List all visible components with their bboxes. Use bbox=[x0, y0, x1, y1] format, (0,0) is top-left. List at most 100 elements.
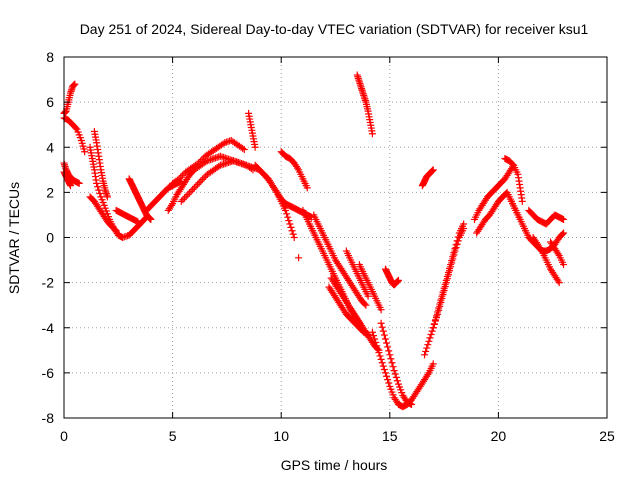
data-point-arc-29 bbox=[421, 351, 429, 359]
data-point-arc-30 bbox=[436, 300, 444, 308]
data-point-arc-12 bbox=[198, 156, 206, 164]
data-point-arc-7 bbox=[111, 226, 119, 234]
data-point-arc-29 bbox=[426, 334, 434, 342]
y-tick-label: 2 bbox=[46, 184, 54, 200]
data-point-arc-12 bbox=[219, 140, 227, 148]
data-point-arc-25 bbox=[377, 355, 385, 363]
data-point-arc-29 bbox=[425, 337, 433, 345]
data-points bbox=[60, 71, 568, 411]
x-tick-label: 15 bbox=[382, 428, 398, 444]
data-point-arc-25 bbox=[373, 342, 381, 350]
data-point-arc-29 bbox=[422, 347, 430, 355]
data-point-arc-27 bbox=[394, 276, 402, 284]
data-point-arc-30 bbox=[441, 280, 449, 288]
data-point-arc-30 bbox=[460, 220, 468, 228]
data-point-arc-30 bbox=[437, 296, 445, 304]
data-point-arc-3 bbox=[75, 179, 83, 187]
data-point-arc-8 bbox=[134, 218, 142, 226]
data-point-arc-26 bbox=[387, 355, 395, 363]
data-point-arc-25 bbox=[375, 349, 383, 357]
data-point-arc-26 bbox=[386, 351, 394, 359]
data-point-arc-30 bbox=[452, 241, 460, 249]
data-point-arc-21 bbox=[364, 331, 372, 339]
data-point-arc-13 bbox=[184, 191, 192, 199]
data-point-arc-25 bbox=[429, 360, 437, 368]
data-point-arc-30 bbox=[438, 292, 446, 300]
data-point-arc-6 bbox=[93, 179, 101, 187]
data-point-arc-13 bbox=[182, 192, 190, 200]
data-point-arc-36 bbox=[555, 279, 563, 287]
data-point-arc-1 bbox=[71, 80, 79, 88]
data-point-arc-6 bbox=[94, 183, 102, 191]
data-point-arc-29 bbox=[427, 331, 435, 339]
y-tick-label: -6 bbox=[42, 365, 55, 381]
data-point-arc-25 bbox=[376, 352, 384, 360]
data-point-arc-15 bbox=[287, 223, 295, 231]
data-point-arc-30 bbox=[435, 304, 443, 312]
data-point-arc-13 bbox=[247, 165, 255, 173]
x-tick-label: 20 bbox=[491, 428, 507, 444]
data-point-arc-13 bbox=[194, 180, 202, 188]
tick-labels: 0 5 10 15 20 25 -8 -6 -4 -2 0 2 4 6 8 bbox=[42, 49, 615, 444]
data-point-arc-9 bbox=[147, 215, 155, 223]
data-point-arc-2 bbox=[72, 124, 80, 132]
x-tick-label: 5 bbox=[169, 428, 177, 444]
data-point-arc-5 bbox=[103, 193, 111, 201]
data-point-arc-26 bbox=[388, 359, 396, 367]
data-point-arc-26 bbox=[390, 367, 398, 375]
data-point-arc-26 bbox=[381, 335, 389, 343]
data-point-arc-15 bbox=[284, 213, 292, 221]
y-tick-label: 6 bbox=[46, 94, 54, 110]
y-tick-label: -8 bbox=[42, 410, 55, 426]
data-point-arc-30 bbox=[431, 316, 439, 324]
x-tick-label: 0 bbox=[60, 428, 68, 444]
data-point-arc-30 bbox=[443, 272, 451, 280]
data-point-arc-33 bbox=[518, 197, 526, 205]
grid-lines bbox=[64, 57, 607, 418]
data-point-arc-12 bbox=[177, 173, 185, 181]
data-point-arc-22 bbox=[364, 292, 372, 300]
data-point-arc-15 bbox=[285, 217, 293, 225]
data-point-arc-13 bbox=[189, 186, 197, 194]
data-point-arc-15 bbox=[290, 234, 298, 241]
y-tick-label: -4 bbox=[42, 320, 55, 336]
data-point-arc-37 bbox=[560, 261, 568, 269]
data-point-arc-26 bbox=[378, 323, 386, 331]
data-point-arc-25 bbox=[379, 362, 387, 370]
data-point-arc-37 bbox=[554, 250, 562, 258]
data-point-arc-26 bbox=[380, 331, 388, 339]
data-point-arc-25 bbox=[368, 328, 376, 336]
data-point-arc-15 bbox=[283, 210, 291, 218]
x-tick-label: 25 bbox=[599, 428, 615, 444]
data-point-arc-26 bbox=[392, 373, 400, 381]
data-point-arc-36 bbox=[537, 245, 545, 253]
data-point-arc-26 bbox=[408, 400, 416, 408]
data-point-arc-12 bbox=[178, 171, 186, 179]
data-point-arc-26 bbox=[379, 327, 387, 335]
data-point-arc-13 bbox=[249, 166, 257, 174]
data-point-arc-30 bbox=[430, 320, 438, 328]
data-point-arc-30 bbox=[434, 308, 442, 316]
data-point-arc-13 bbox=[197, 177, 205, 185]
data-point-arc-19 bbox=[362, 301, 370, 309]
data-point-arc-24 bbox=[368, 130, 376, 138]
data-point-arc-34 bbox=[560, 229, 568, 237]
data-point-arc-12 bbox=[240, 146, 248, 154]
data-point-arc-26 bbox=[377, 319, 385, 327]
data-point-arc-29 bbox=[428, 327, 436, 335]
data-point-arc-26 bbox=[393, 377, 401, 385]
y-axis-label: SDTVAR / TECUs bbox=[6, 182, 22, 294]
data-point-arc-13 bbox=[215, 162, 223, 170]
data-point-arc-15 bbox=[282, 206, 290, 214]
data-point-arc-30 bbox=[451, 245, 459, 253]
data-point-arc-25 bbox=[370, 332, 378, 340]
data-point-arc-4 bbox=[67, 182, 75, 190]
data-point-arc-25 bbox=[380, 365, 388, 373]
data-point-arc-15 bbox=[288, 227, 296, 235]
data-point-arc-13 bbox=[198, 175, 206, 183]
data-point-arc-13 bbox=[187, 187, 195, 195]
data-point-arc-7 bbox=[112, 227, 120, 235]
data-point-arc-13 bbox=[192, 182, 200, 190]
data-point-arc-12 bbox=[175, 175, 183, 183]
